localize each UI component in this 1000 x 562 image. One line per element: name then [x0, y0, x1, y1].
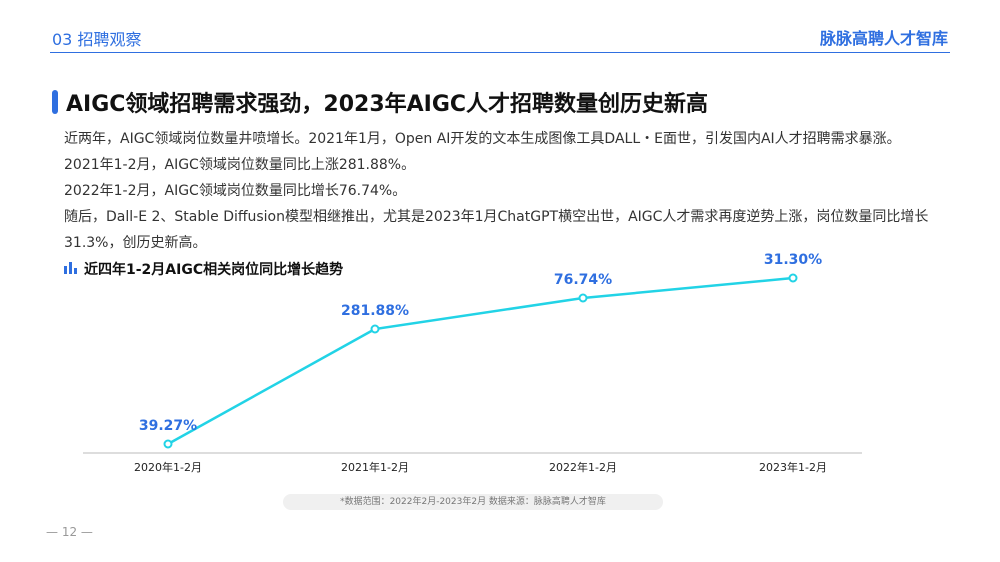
section-label: 03 招聘观察 [52, 30, 142, 49]
paragraph-line: 随后，Dall-E 2、Stable Diffusion模型相继推出，尤其是20… [64, 209, 929, 225]
chart-title: 近四年1-2月AIGC相关岗位同比增长趋势 [84, 262, 344, 278]
header-divider [50, 52, 950, 53]
x-tick-label: 2023年1-2月 [759, 460, 827, 474]
title-accent-bar [52, 90, 58, 114]
data-label: 76.74% [554, 272, 612, 288]
series-line [167, 276, 794, 446]
page-title: AIGC领域招聘需求强劲，2023年AIGC人才招聘数量创历史新高 [66, 92, 709, 117]
x-tick-label: 2021年1-2月 [341, 460, 409, 474]
data-label: 31.30% [764, 252, 822, 268]
x-tick-label: 2022年1-2月 [549, 460, 617, 474]
bar-chart-icon [64, 262, 77, 274]
x-tick-label: 2020年1-2月 [134, 460, 202, 474]
paragraph-line: 2022年1-2月，AIGC领域岗位数量同比增长76.74%。 [64, 183, 407, 199]
page-number: — 12 — [46, 525, 93, 539]
data-label: 281.88% [341, 303, 409, 319]
paragraph-line: 近两年，AIGC领域岗位数量井喷增长。2021年1月，Open AI开发的文本生… [64, 131, 901, 147]
data-point [788, 273, 798, 283]
data-point [163, 439, 173, 449]
brand-name: 脉脉高聘人才智库 [819, 29, 948, 48]
paragraph-line: 2021年1-2月，AIGC领域岗位数量同比上涨281.88%。 [64, 157, 416, 173]
data-label: 39.27% [139, 418, 197, 434]
data-point [370, 324, 380, 334]
data-point [578, 293, 588, 303]
paragraph-line: 31.3%，创历史新高。 [64, 235, 207, 251]
data-source-note: *数据范围：2022年2月-2023年2月 数据来源：脉脉高聘人才智库 [283, 494, 663, 510]
